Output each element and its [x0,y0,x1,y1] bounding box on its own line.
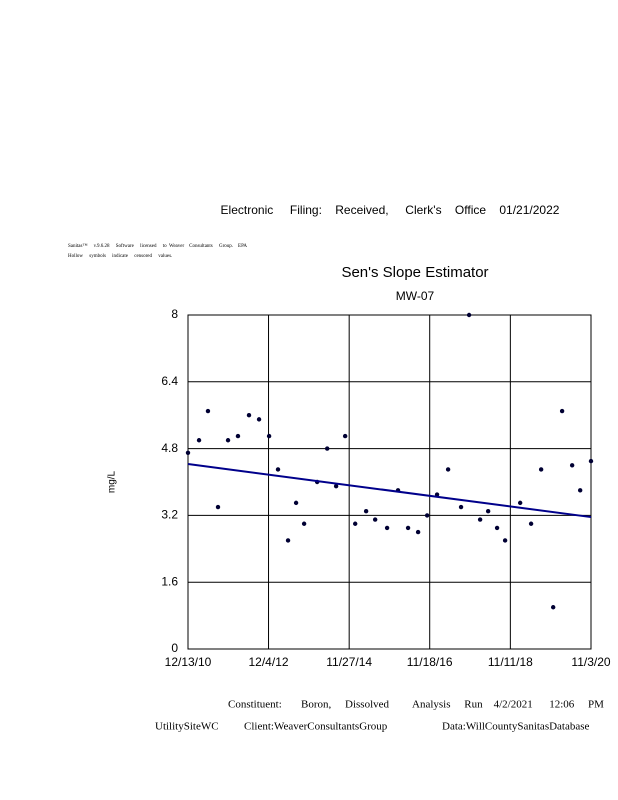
y-tick-label: 0 [171,641,178,655]
data-point [569,463,575,468]
data-point [466,312,472,318]
y-tick-label: 1.6 [161,574,178,588]
data-point [372,517,378,522]
data-point [301,521,307,526]
plot-area [187,314,592,650]
x-tick-label: 11/11/18 [488,655,533,669]
data-point [424,513,430,518]
data-point [434,492,440,497]
x-tick-label: 11/27/14 [326,655,372,669]
x-tick-label: 11/3/20 [571,655,610,669]
data-point [256,417,262,422]
data-point [477,517,483,522]
data-point [196,438,202,443]
y-tick-label: 8 [171,307,178,321]
x-tick-label: 12/4/12 [249,655,289,669]
data-point [405,525,411,531]
data-point [275,467,281,472]
data-point [502,538,508,543]
data-point [333,483,339,489]
x-tick-label: 11/18/16 [407,655,453,669]
filing-stamp: Electronic Filing: Received, Clerk's Off… [221,203,560,217]
chart-title: Sen's Slope Estimator [341,264,488,281]
trend-line [187,463,592,519]
data-point [550,605,556,610]
censored-note: Hollow symbols indicate censored values. [68,254,172,259]
data-point [285,538,291,543]
analysis-run: Analysis Run 4/2/2021 12:06 PM [412,699,604,711]
data-point [415,529,421,535]
data-point [246,413,252,418]
x-tick-label: 12/13/10 [165,655,212,669]
data-point [384,525,390,531]
chart-subtitle: MW-07 [396,289,435,303]
data-point [485,509,491,514]
data-point [363,509,369,514]
constituent: Constituent: Boron, Dissolved [228,699,390,711]
data-point [538,467,544,472]
data-point [225,438,231,443]
software-note: Sanitas™ v.9.6.28 Software licensed to W… [68,243,247,249]
data-point [445,467,451,472]
data-point [517,500,523,506]
data-point [588,458,594,464]
data-point [559,408,565,414]
data-point [266,433,272,439]
data-point [342,433,348,439]
data-source: Data:WillCountySanitasDatabase [442,721,590,733]
data-point [215,504,221,510]
data-point [325,446,330,451]
y-tick-label: 6.4 [161,374,178,388]
data-point [577,488,583,493]
data-point [293,500,299,506]
data-point [528,521,534,526]
data-point [235,433,241,439]
data-point [205,408,211,414]
data-point [494,525,500,531]
site: UtilitySiteWC [155,721,219,733]
data-point [185,450,191,455]
y-tick-label: 4.8 [161,441,178,455]
y-tick-label: 3.2 [161,508,178,522]
data-point [353,521,358,526]
client: Client:WeaverConsultantsGroup [244,721,388,733]
data-point [458,504,464,510]
y-axis-label: mg/L [107,470,118,493]
